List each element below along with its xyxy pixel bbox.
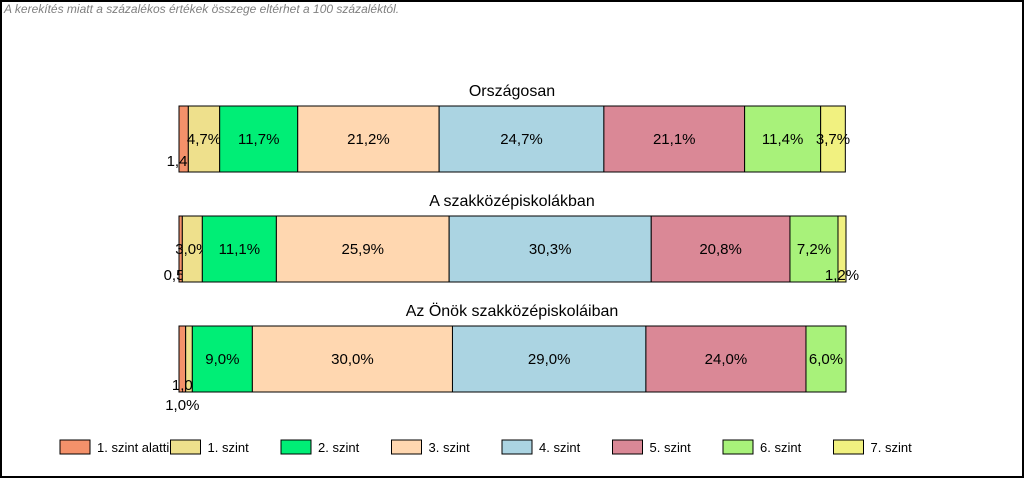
legend-swatch — [391, 439, 422, 455]
bar-segment — [251, 325, 453, 393]
data-label: 24,0% — [705, 351, 748, 368]
data-label: 9,0% — [205, 351, 239, 368]
bar-segment — [645, 325, 807, 393]
legend-swatch — [59, 439, 91, 455]
bar-segment — [451, 325, 647, 393]
bar-segment — [650, 215, 791, 283]
legend-swatch — [833, 439, 864, 455]
legend-label: 4. szint — [539, 440, 581, 455]
bar-segment — [837, 215, 847, 283]
data-label: 11,4% — [762, 131, 803, 148]
bar-segment — [448, 215, 652, 283]
category-title: Az Önök szakközépiskoláiban — [406, 302, 619, 320]
bar-segment — [744, 105, 822, 173]
data-label: 29,0% — [528, 351, 571, 368]
bar-segment — [297, 105, 440, 173]
legend-label: 3. szint — [429, 440, 471, 455]
legend-swatch — [501, 439, 533, 455]
bar-segment — [789, 215, 839, 283]
data-label: 30,0% — [331, 351, 374, 368]
legend-swatch — [722, 439, 754, 455]
bar-segment — [219, 105, 299, 173]
bar-segment — [805, 325, 847, 393]
data-label: 3,0% — [175, 241, 209, 258]
data-label: 30,3% — [529, 241, 572, 258]
data-label: 11,7% — [238, 131, 279, 148]
bar-segment — [820, 105, 846, 173]
legend-label: 2. szint — [318, 440, 360, 455]
data-label: 24,7% — [500, 131, 543, 148]
legend-swatch — [612, 439, 643, 455]
data-label: 1,2% — [825, 267, 859, 284]
legend-swatch — [280, 439, 312, 455]
data-label: 20,8% — [699, 241, 742, 258]
bar-segment — [191, 325, 253, 393]
legend-swatch — [170, 439, 201, 455]
legend-label: 1. szint — [208, 440, 250, 455]
legend-label: 7. szint — [871, 440, 913, 455]
data-label: 11,1% — [219, 241, 260, 258]
bar-segment — [603, 105, 746, 173]
bar-segment — [438, 105, 605, 173]
data-label: 3,7% — [816, 131, 850, 148]
data-label: 4,7% — [187, 131, 221, 148]
bar-segment — [201, 215, 277, 283]
data-label: 21,2% — [347, 131, 390, 148]
bar-segment — [187, 105, 221, 173]
data-label: 25,9% — [341, 241, 384, 258]
rounding-note: A kerekítés miatt a százalékos értékek ö… — [4, 2, 400, 16]
category-title: A szakközépiskolákban — [429, 193, 594, 210]
data-label: 6,0% — [809, 351, 843, 368]
data-label: 7,2% — [797, 241, 831, 258]
legend-label: 1. szint alatti — [97, 440, 169, 455]
legend-label: 6. szint — [760, 440, 802, 455]
data-label: 21,1% — [653, 131, 696, 148]
data-label: 1,0% — [165, 397, 199, 414]
legend-label: 5. szint — [650, 440, 692, 455]
bar-segment — [275, 215, 450, 283]
category-title: Országosan — [469, 83, 555, 100]
